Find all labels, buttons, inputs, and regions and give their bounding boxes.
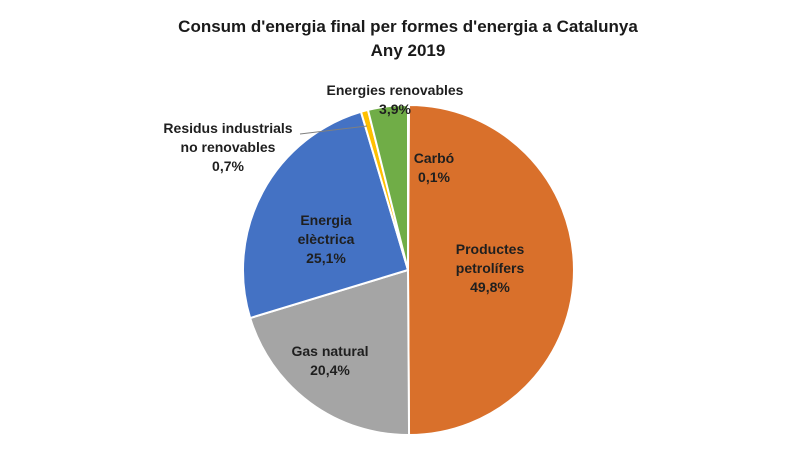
slice-label-1: Productes petrolífers 49,8%: [456, 241, 525, 295]
pie-slice-1: [406, 103, 575, 437]
slice-label-5: Energies renovables 3,9%: [327, 82, 464, 117]
leader-lines: [299, 125, 368, 135]
slice-label-3: Energia elèctrica 25,1%: [298, 212, 355, 266]
pie-slices: [242, 103, 575, 437]
chart-subtitle: Any 2019: [371, 41, 446, 60]
slice-label-4: Residus industrials no renovables 0,7%: [163, 120, 292, 174]
pie-slice-5: [366, 103, 409, 271]
pie-slice-2: [248, 268, 411, 437]
chart-title: Consum d'energia final per formes d'ener…: [178, 17, 638, 36]
leader-line-4: [299, 125, 368, 135]
slice-labels: Carbó 0,1% Productes petrolífers 49,8% Gas na…: [163, 82, 524, 378]
pie-slice-3: [242, 110, 410, 320]
slice-label-0: Carbó 0,1%: [414, 150, 454, 185]
slice-label-2: Gas natural 20,4%: [291, 343, 368, 378]
